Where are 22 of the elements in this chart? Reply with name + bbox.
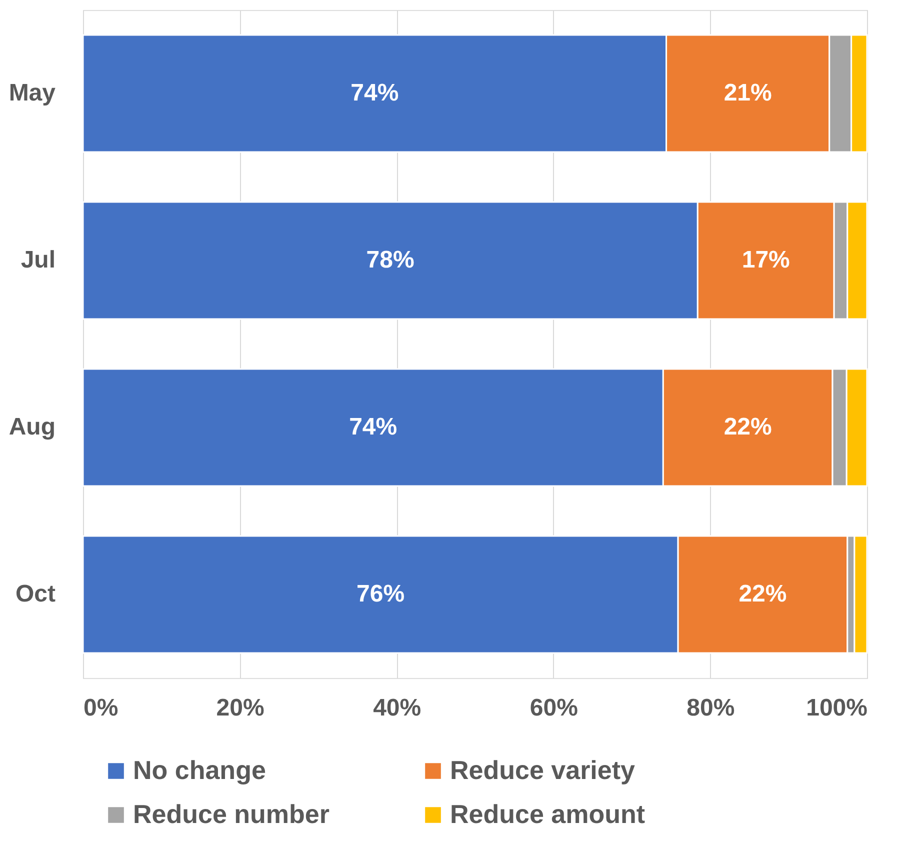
data-label: 22% <box>724 414 772 440</box>
y-tick-label: Jul <box>20 246 56 274</box>
legend-label: Reduce variety <box>450 755 636 785</box>
legend-label: Reduce amount <box>450 799 646 829</box>
legend-label: No change <box>133 755 266 785</box>
y-tick-label: May <box>8 80 56 106</box>
legend-label: Reduce number <box>133 799 330 829</box>
y-tick-label: Aug <box>8 414 56 440</box>
x-tick-label: 80% <box>686 694 735 722</box>
data-label: 76% <box>356 580 405 608</box>
data-label: 78% <box>366 246 414 274</box>
data-label: 21% <box>724 80 772 106</box>
x-tick-label: 60% <box>530 694 578 722</box>
x-tick-label: 20% <box>216 694 264 722</box>
x-tick-label: 100% <box>806 694 868 722</box>
y-tick-label: Oct <box>15 580 56 608</box>
data-label: 22% <box>738 580 787 608</box>
data-label: 17% <box>742 246 790 274</box>
x-tick-label: 40% <box>373 694 422 722</box>
data-label: 74% <box>349 414 398 440</box>
data-label: 74% <box>350 80 399 106</box>
x-tick-label: 0% <box>84 694 118 722</box>
